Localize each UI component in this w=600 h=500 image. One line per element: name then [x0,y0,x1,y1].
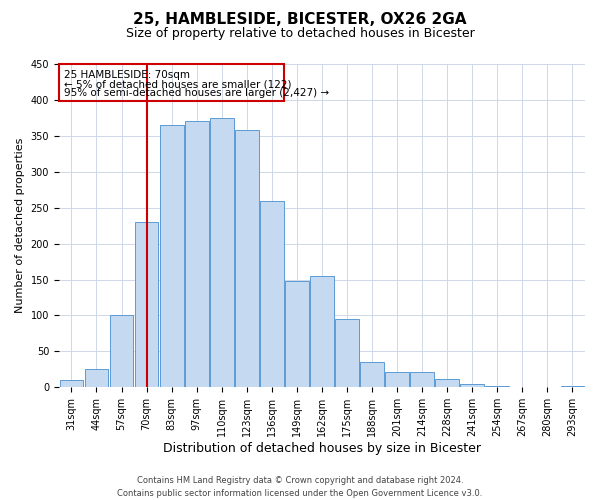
Bar [385,372,409,388]
Bar [210,118,233,388]
Bar [160,125,184,388]
Bar [85,370,109,388]
Bar [360,362,384,388]
Bar [460,384,484,388]
Bar [511,386,534,388]
Bar [485,386,509,388]
Text: ← 5% of detached houses are smaller (122): ← 5% of detached houses are smaller (122… [64,79,292,89]
Text: Size of property relative to detached houses in Bicester: Size of property relative to detached ho… [125,28,475,40]
Bar [436,378,459,388]
Bar [260,200,284,388]
Bar [59,64,284,102]
Bar [335,319,359,388]
Bar [134,222,158,388]
Text: 25, HAMBLESIDE, BICESTER, OX26 2GA: 25, HAMBLESIDE, BICESTER, OX26 2GA [133,12,467,28]
X-axis label: Distribution of detached houses by size in Bicester: Distribution of detached houses by size … [163,442,481,455]
Text: Contains HM Land Registry data © Crown copyright and database right 2024.
Contai: Contains HM Land Registry data © Crown c… [118,476,482,498]
Bar [185,122,209,388]
Bar [410,372,434,388]
Y-axis label: Number of detached properties: Number of detached properties [15,138,25,314]
Text: 95% of semi-detached houses are larger (2,427) →: 95% of semi-detached houses are larger (… [64,88,329,99]
Bar [235,130,259,388]
Bar [560,386,584,388]
Text: 25 HAMBLESIDE: 70sqm: 25 HAMBLESIDE: 70sqm [64,70,190,80]
Bar [310,276,334,388]
Bar [110,316,133,388]
Bar [285,281,309,388]
Bar [59,380,83,388]
